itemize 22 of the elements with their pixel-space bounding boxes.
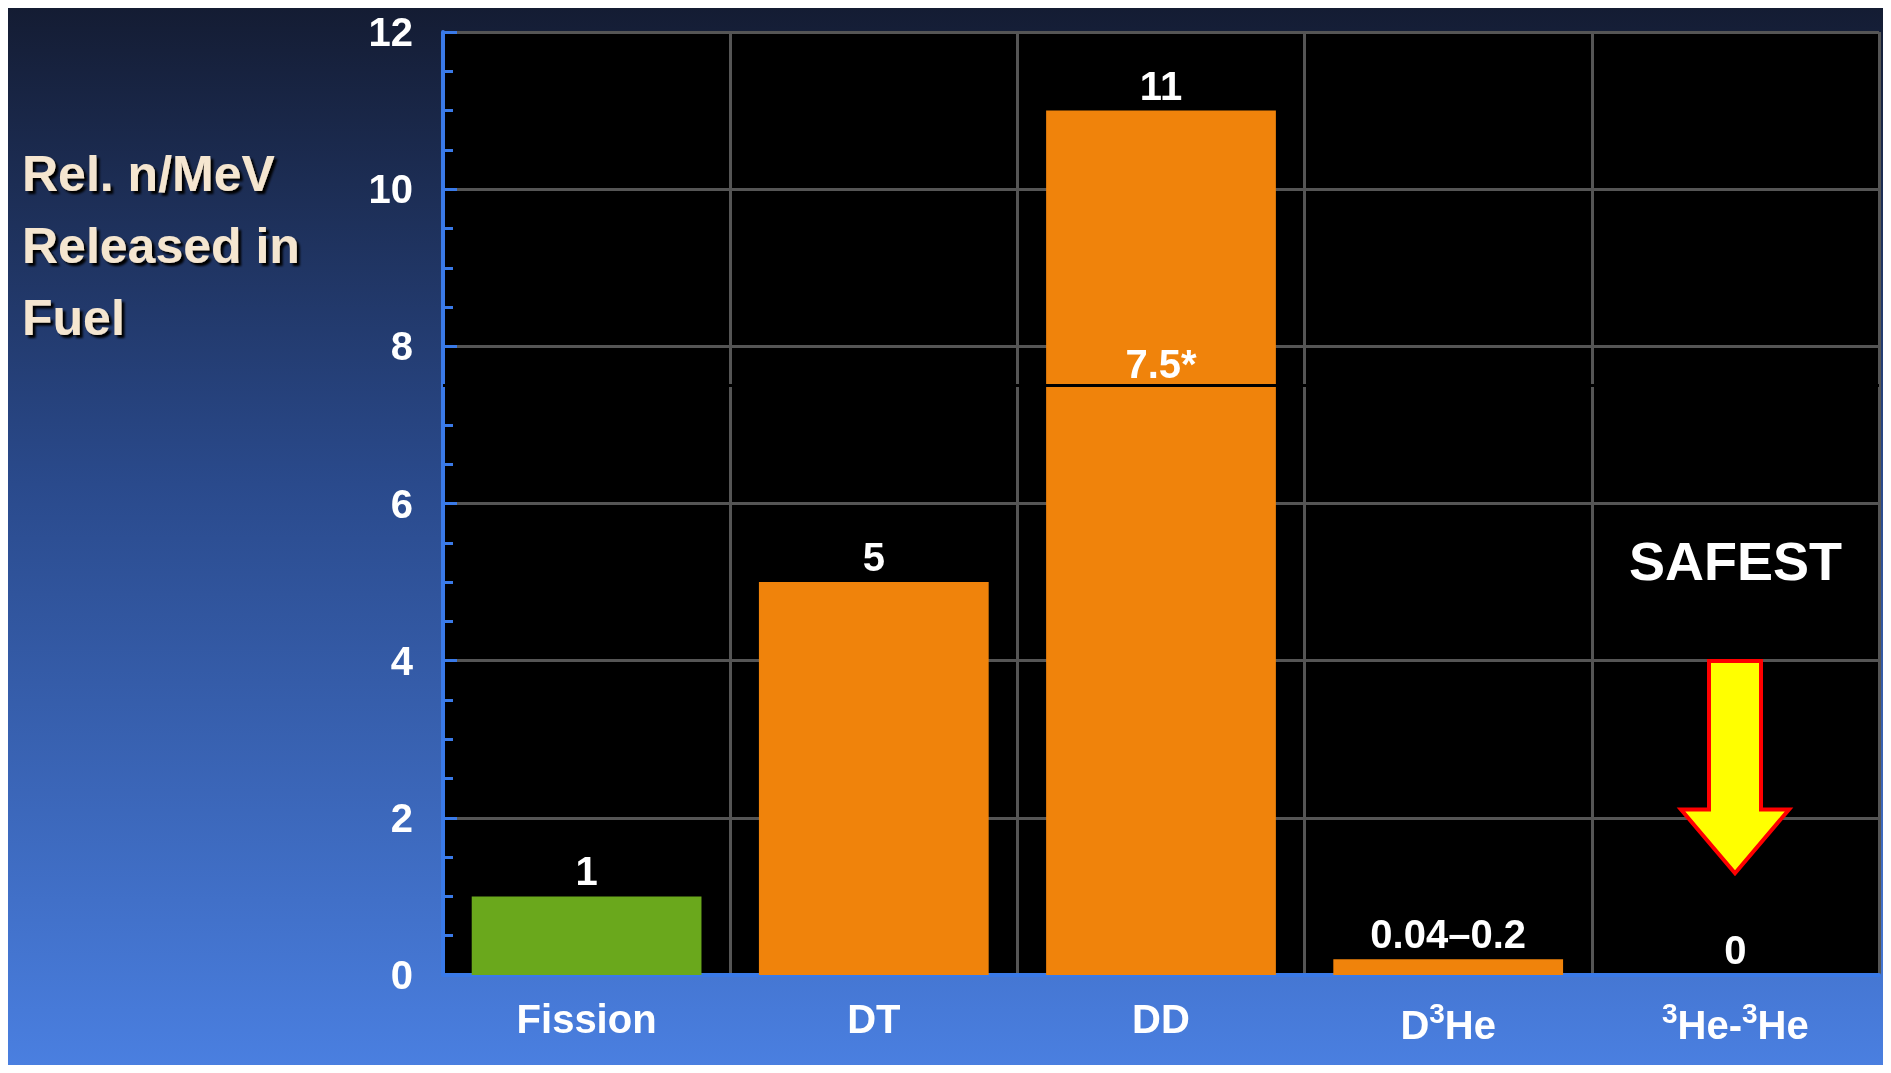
y-tick-label: 0 xyxy=(390,953,413,997)
ref-line-label: 7.5* xyxy=(1125,341,1198,386)
data-label: 1 xyxy=(575,849,598,894)
data-label: 5 xyxy=(862,535,885,580)
bar xyxy=(471,896,702,975)
x-tick-label: DT xyxy=(847,997,901,1041)
bar xyxy=(1046,110,1276,975)
y-tick-label: 8 xyxy=(390,324,413,369)
y-tick-label: 4 xyxy=(390,638,414,683)
bar xyxy=(758,582,989,975)
data-label: 0 xyxy=(1724,928,1747,972)
y-axis-title: Rel. n/MeV Released in Fuel xyxy=(22,146,300,346)
data-label: 11 xyxy=(1139,63,1183,108)
annotation: SAFEST xyxy=(1628,530,1842,591)
data-label: 0.04–0.2 xyxy=(1370,912,1527,957)
y-tick-label: 10 xyxy=(368,167,413,212)
y-tick-label: 2 xyxy=(390,795,413,840)
x-tick-label: DD xyxy=(1132,997,1190,1041)
y-tick-label: 6 xyxy=(390,481,413,526)
y-tick-label: 12 xyxy=(368,10,413,54)
bar xyxy=(1333,959,1564,975)
x-tick-label: Fission xyxy=(516,997,657,1041)
